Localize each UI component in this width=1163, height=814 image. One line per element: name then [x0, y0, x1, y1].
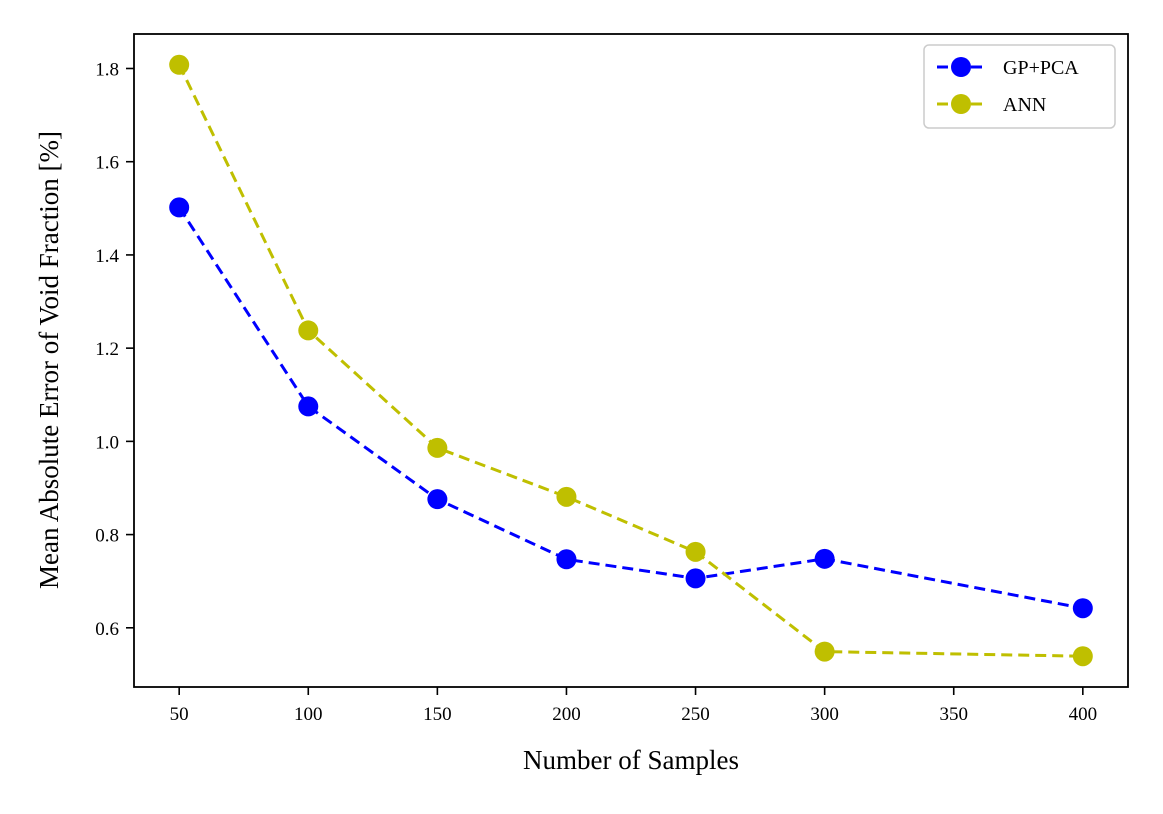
y-axis-label: Mean Absolute Error of Void Fraction [%] [34, 131, 64, 589]
data-point-ann [685, 541, 706, 562]
legend: GP+PCA ANN [923, 44, 1116, 129]
y-tick-label: 1.0 [95, 432, 119, 453]
data-point-gp-pca [685, 568, 706, 589]
data-point-gp-pca [556, 549, 577, 570]
x-tick-label: 50 [170, 704, 189, 725]
x-tick-label: 250 [681, 704, 710, 725]
legend-marker-gp-pca [951, 57, 971, 77]
data-point-gp-pca [814, 548, 835, 569]
y-tick-label: 1.8 [95, 59, 119, 80]
data-point-ann [427, 437, 448, 458]
y-tick-label: 1.6 [95, 153, 119, 174]
data-point-ann [298, 320, 319, 341]
legend-marker-ann [951, 94, 971, 114]
data-point-ann [169, 54, 190, 75]
plot-frame [133, 33, 1129, 688]
x-tick-label: 200 [552, 704, 581, 725]
plot-area [169, 54, 1093, 667]
x-tick-label: 400 [1069, 704, 1098, 725]
data-point-ann [556, 486, 577, 507]
x-tick-label: 100 [294, 704, 323, 725]
x-tick-label: 350 [939, 704, 968, 725]
data-point-ann [1072, 646, 1093, 667]
y-tick-label: 0.6 [95, 619, 119, 640]
axes: 50 100 150 200 250 300 350 400 0.6 0.8 1.0 1.2 1.4 1.… [95, 59, 1097, 725]
data-point-gp-pca [427, 489, 448, 510]
legend-label-ann: ANN [1003, 94, 1046, 116]
data-point-ann [814, 641, 835, 662]
x-tick-label: 300 [810, 704, 839, 725]
y-tick-label: 0.8 [95, 526, 119, 547]
x-axis-label: Number of Samples [523, 745, 739, 775]
data-point-gp-pca [169, 197, 190, 218]
data-point-gp-pca [1072, 598, 1093, 619]
legend-label-gp-pca: GP+PCA [1003, 57, 1079, 79]
y-tick-label: 1.2 [95, 339, 119, 360]
x-tick-label: 150 [423, 704, 452, 725]
y-tick-label: 1.4 [95, 246, 119, 267]
data-point-gp-pca [298, 396, 319, 417]
